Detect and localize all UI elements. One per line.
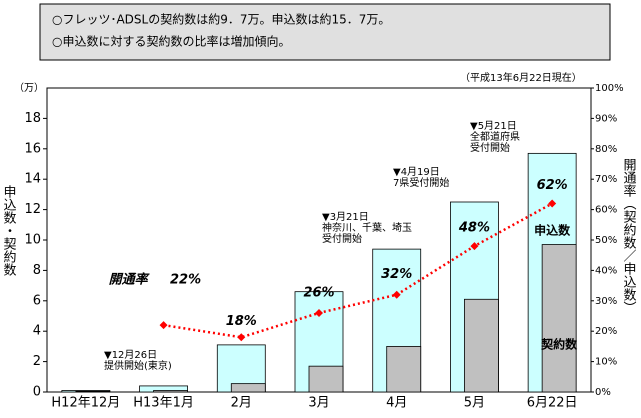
y-axis-title: 申込数・契約数 <box>1 185 17 276</box>
y2-tick-label: 40% <box>595 265 617 276</box>
annotation: 全都道府県 <box>470 130 520 143</box>
y2-tick-label: 30% <box>595 296 617 307</box>
annotation: 提供開始(東京) <box>104 359 172 372</box>
series-label: 契約数 <box>540 337 578 352</box>
annotation: ▼3月21日 <box>322 211 369 223</box>
series-label: 申込数 <box>534 223 571 238</box>
y2-tick-label: 60% <box>595 205 617 216</box>
rate-point <box>548 199 557 208</box>
title-box <box>39 3 611 61</box>
rate-line <box>163 202 553 339</box>
x-tick-label: 2月 <box>231 396 252 411</box>
rate-point <box>237 333 246 342</box>
annotation: ▼12月26日 <box>104 349 157 361</box>
rate-point <box>315 308 323 317</box>
annotation: ▼5月21日 <box>470 120 517 132</box>
y2-tick-label: 10% <box>595 357 617 368</box>
y-tick-label: 10 <box>24 233 41 248</box>
x-tick-label: 5月 <box>464 396 485 411</box>
x-tick-label: 6月22日 <box>527 396 578 411</box>
annotation: 神奈川、千葉、埼玉 <box>322 221 412 234</box>
bar <box>386 345 422 393</box>
x-tick-label: 3月 <box>308 396 329 411</box>
rate-point <box>159 321 168 330</box>
x-tick-label: H13年1月 <box>133 396 194 411</box>
rate-label: 32% <box>381 267 412 282</box>
x-tick-label: H12年12月 <box>51 396 120 411</box>
y-tick-label: 2 <box>33 354 41 369</box>
rate-label: 18% <box>226 314 257 329</box>
rate-label: 62% <box>537 178 568 193</box>
y2-tick-label: 100% <box>595 83 624 94</box>
bar <box>75 390 111 393</box>
annotation: ▼4月19日 <box>393 166 440 178</box>
y-unit: （万） <box>14 82 44 94</box>
y-tick-label: 6 <box>33 293 41 308</box>
y-tick-label: 12 <box>24 202 41 217</box>
bar <box>541 244 577 393</box>
y-tick-label: 14 <box>24 172 41 187</box>
bar <box>308 365 344 393</box>
series-label: 開通率 <box>109 272 151 288</box>
title-line: ○申込数に対する契約数の比率は増加傾向。 <box>52 34 290 49</box>
rate-label: 22% <box>170 273 201 288</box>
y2-tick-label: 20% <box>595 326 617 337</box>
y2-tick-label: 70% <box>595 174 617 185</box>
annotation: 受付開始 <box>470 141 510 154</box>
bar <box>464 298 499 393</box>
annotation: 受付開始 <box>322 232 362 245</box>
y-tick-label: 0 <box>33 385 41 400</box>
y-tick-label: 16 <box>24 141 41 156</box>
as-of: （平成13年6月22日現在） <box>460 71 582 84</box>
y2-axis-title: 開通率（契約数／申込数） <box>621 158 637 314</box>
y2-tick-label: 80% <box>595 144 617 155</box>
y-tick-label: 4 <box>33 324 41 339</box>
rate-label: 48% <box>458 221 490 236</box>
y2-tick-label: 50% <box>595 235 617 246</box>
rate-label: 26% <box>303 285 334 300</box>
x-tick-label: 4月 <box>386 396 407 411</box>
bar <box>230 383 266 393</box>
y-tick-label: 8 <box>33 263 41 278</box>
y2-tick-label: 0% <box>595 387 611 398</box>
rate-point <box>392 290 401 299</box>
title-line: ○フレッツ･ADSLの契約数は約9．7万。申込数は約15．7万。 <box>52 12 390 27</box>
bar <box>153 390 188 393</box>
y-tick-label: 18 <box>24 111 41 126</box>
rate-point <box>470 242 479 251</box>
y2-tick-label: 90% <box>595 113 617 124</box>
annotation: 7県受付開始 <box>393 176 449 189</box>
